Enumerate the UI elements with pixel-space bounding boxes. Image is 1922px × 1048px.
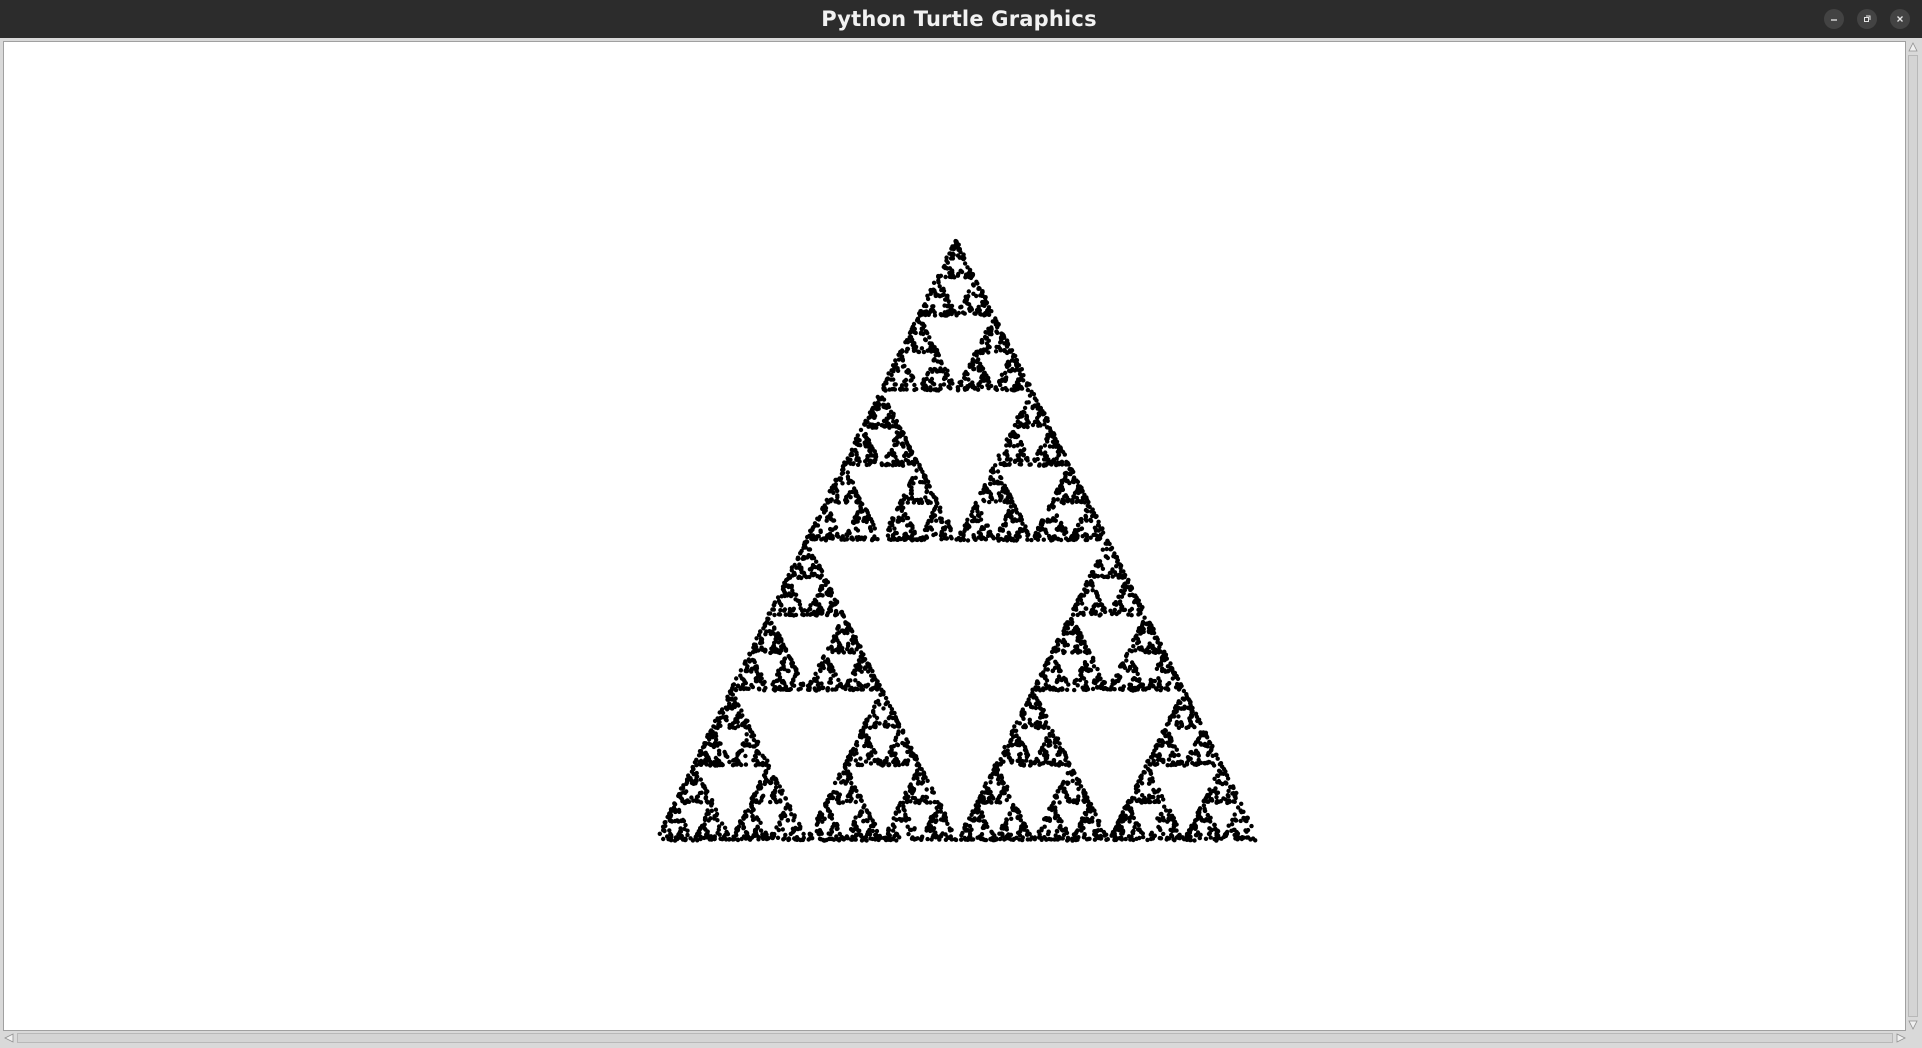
horizontal-scrollbar[interactable] — [3, 1032, 1907, 1044]
fractal-dots — [657, 238, 1258, 843]
window-title: Python Turtle Graphics — [821, 7, 1097, 31]
maximize-icon — [1864, 15, 1871, 22]
scroll-up-arrow-icon[interactable] — [1907, 41, 1919, 53]
close-icon — [1897, 16, 1903, 22]
vertical-scrollbar[interactable] — [1907, 41, 1919, 1031]
vertical-scroll-thumb[interactable] — [1908, 55, 1918, 1017]
sierpinski-figure — [657, 238, 1258, 843]
scroll-right-arrow-icon[interactable] — [1895, 1032, 1907, 1044]
title-bar[interactable]: Python Turtle Graphics — [0, 0, 1922, 38]
turtle-canvas[interactable] — [3, 41, 1906, 1031]
close-button[interactable] — [1890, 9, 1910, 29]
maximize-button[interactable] — [1857, 9, 1877, 29]
minimize-button[interactable] — [1824, 9, 1844, 29]
window-frame — [0, 38, 1922, 1048]
scroll-left-arrow-icon[interactable] — [3, 1032, 15, 1044]
window-controls — [1824, 9, 1910, 29]
scroll-down-arrow-icon[interactable] — [1907, 1019, 1919, 1031]
horizontal-scroll-thumb[interactable] — [17, 1033, 1893, 1043]
minimize-icon — [1831, 19, 1837, 21]
